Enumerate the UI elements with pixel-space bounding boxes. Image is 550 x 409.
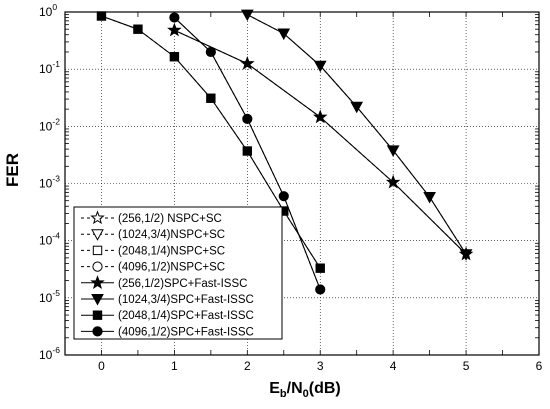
data-point: [96, 11, 107, 21]
legend-label: (4096,1/2)NSPC+SC: [118, 262, 225, 274]
legend-label: (2048,1/4)NSPC+SC: [118, 245, 225, 257]
data-point: [313, 60, 327, 73]
x-tick-label: 3: [317, 359, 324, 373]
data-point: [169, 12, 180, 23]
legend-marker: [91, 294, 104, 306]
legend-marker: [90, 275, 105, 289]
y-tick-label: 10-6: [39, 345, 60, 362]
legend-marker: [92, 245, 103, 256]
legend-label: (1024,3/4)SPC+Fast-ISSC: [118, 294, 254, 306]
x-tick-labels: 0 1 2 3 4 5 6: [98, 359, 543, 373]
legend-marker: [90, 210, 105, 225]
y-tick-labels: 100 10-1 10-2 10-3 10-4 10-5 10-6: [39, 2, 60, 362]
legend-marker: [92, 310, 103, 320]
data-point: [277, 28, 291, 41]
data-point: [206, 93, 216, 103]
legend-marker: [92, 326, 103, 337]
x-tick-label: 1: [171, 359, 178, 373]
x-tick-label: 4: [390, 359, 397, 373]
data-point: [350, 101, 364, 114]
data-point: [242, 146, 253, 156]
data-point: [169, 52, 180, 62]
y-tick-label: 10-2: [39, 116, 60, 133]
legend: (256,1/2) NSPC+SC (1024,3/4)NSPC+SC (2048,…: [73, 206, 283, 340]
data-point: [459, 249, 473, 261]
data-point: [240, 9, 254, 22]
data-point: [312, 109, 328, 124]
data-point: [315, 263, 325, 273]
data-point: [133, 24, 143, 34]
y-tick-label: 10-1: [39, 59, 60, 76]
data-point: [315, 284, 326, 295]
data-point: [385, 174, 401, 189]
y-tick-label: 10-4: [39, 231, 60, 248]
legend-marker: [91, 229, 104, 241]
x-tick-label: 0: [98, 359, 105, 373]
y-tick-label: 10-5: [39, 288, 60, 305]
legend-label: (256,1/2)SPC+Fast-ISSC: [118, 278, 247, 290]
legend-label: (4096,1/2)SPC+Fast-ISSC: [118, 326, 254, 338]
data-point: [386, 145, 400, 157]
x-tick-label: 2: [244, 359, 251, 373]
x-tick-label: 5: [463, 359, 470, 373]
data-point: [167, 22, 182, 37]
legend-box: [73, 206, 283, 340]
legend-label: (2048,1/4)SPC+Fast-ISSC: [118, 310, 254, 322]
legend-label: (1024,3/4)NSPC+SC: [118, 229, 225, 241]
y-tick-label: 10-3: [39, 174, 60, 191]
legend-marker: [92, 261, 103, 272]
data-point: [240, 56, 255, 70]
data-point: [205, 46, 216, 58]
data-point: [242, 113, 253, 124]
x-axis-title: Eb/N0(dB): [269, 380, 341, 400]
legend-label: (256,1/2) NSPC+SC: [118, 213, 222, 225]
y-tick-label: 100: [39, 2, 57, 19]
data-point: [423, 192, 436, 204]
x-tick-label: 6: [536, 359, 543, 373]
data-point: [278, 191, 289, 202]
y-axis-title: FER: [3, 153, 22, 187]
series-markers: [96, 9, 474, 295]
